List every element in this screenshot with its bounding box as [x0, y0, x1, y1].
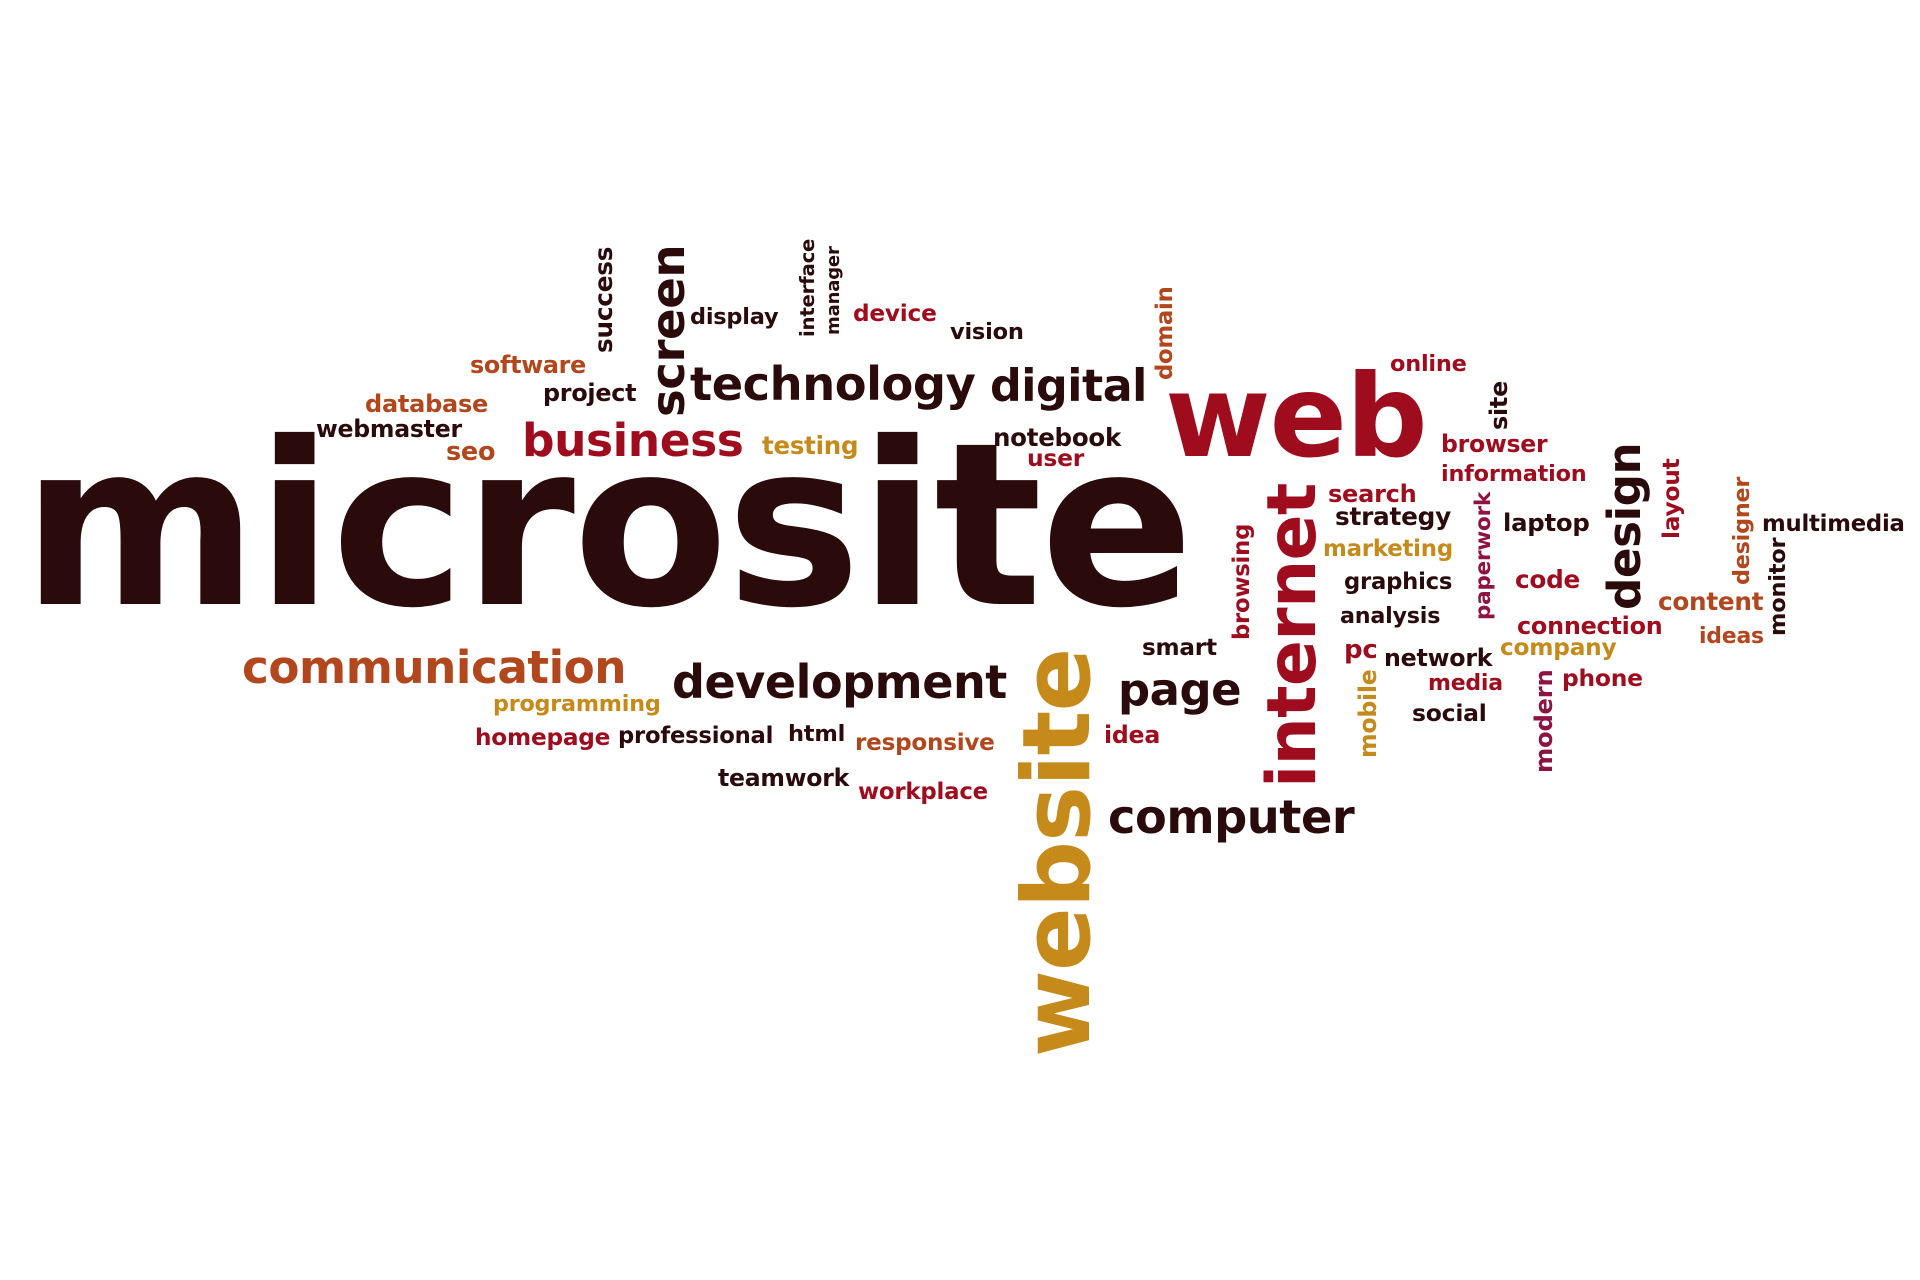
- word-technology: technology: [690, 356, 976, 411]
- word-company: company: [1500, 634, 1617, 662]
- word-software: software: [470, 351, 587, 380]
- word-digital: digital: [990, 360, 1147, 412]
- word-page: page: [1118, 662, 1242, 716]
- word-idea: idea: [1104, 721, 1161, 750]
- word-communication: communication: [242, 640, 627, 694]
- word-smart: smart: [1142, 635, 1217, 662]
- word-laptop: laptop: [1503, 507, 1590, 537]
- word-domain: domain: [1152, 286, 1179, 380]
- word-strategy: strategy: [1335, 501, 1451, 531]
- word-web: web: [1165, 350, 1428, 484]
- word-notebook: notebook: [993, 422, 1121, 452]
- word-html: html: [788, 720, 846, 747]
- word-online: online: [1390, 350, 1467, 377]
- word-professional: professional: [618, 722, 774, 749]
- word-monitor: monitor: [1764, 537, 1791, 636]
- word-workplace: workplace: [858, 778, 988, 805]
- word-teamwork: teamwork: [718, 764, 850, 793]
- word-database: database: [365, 389, 489, 418]
- word-media: media: [1428, 670, 1503, 696]
- word-browsing: browsing: [1228, 523, 1255, 640]
- word-modern: modern: [1529, 669, 1559, 773]
- word-device: device: [853, 300, 937, 328]
- word-development: development: [672, 654, 1007, 709]
- word-screen: screen: [641, 244, 696, 417]
- word-computer: computer: [1108, 789, 1355, 844]
- word-display: display: [690, 303, 779, 330]
- word-homepage: homepage: [475, 724, 611, 752]
- word-business: business: [522, 413, 744, 467]
- word-paperwork: paperwork: [1471, 491, 1497, 620]
- word-design: design: [1598, 442, 1652, 610]
- word-network: network: [1384, 644, 1493, 673]
- word-site: site: [1485, 380, 1514, 430]
- word-mobile: mobile: [1354, 669, 1383, 758]
- word-browser: browser: [1441, 430, 1548, 459]
- word-internet: internet: [1252, 483, 1332, 788]
- word-success: success: [588, 246, 618, 353]
- word-designer: designer: [1728, 476, 1755, 585]
- word-programming: programming: [493, 690, 661, 717]
- word-webmaster: webmaster: [316, 415, 462, 444]
- word-pc: pc: [1344, 635, 1378, 665]
- word-seo: seo: [446, 437, 496, 468]
- word-phone: phone: [1562, 664, 1643, 693]
- word-manager: manager: [823, 246, 845, 335]
- word-search: search: [1328, 479, 1417, 508]
- word-marketing: marketing: [1323, 535, 1453, 562]
- word-ideas: ideas: [1699, 624, 1764, 650]
- word-social: social: [1412, 699, 1487, 728]
- word-project: project: [543, 379, 637, 408]
- word-testing: testing: [762, 430, 859, 460]
- word-graphics: graphics: [1344, 568, 1453, 595]
- word-information: information: [1441, 460, 1587, 487]
- word-content: content: [1658, 586, 1764, 616]
- word-analysis: analysis: [1340, 602, 1441, 629]
- word-user: user: [1027, 444, 1085, 473]
- word-microsite: microsite: [22, 394, 1194, 658]
- word-responsive: responsive: [855, 730, 995, 757]
- word-interface: interface: [795, 238, 819, 337]
- word-website: website: [1003, 648, 1113, 1057]
- word-code: code: [1515, 564, 1580, 594]
- word-vision: vision: [950, 318, 1024, 345]
- word-layout: layout: [1658, 458, 1686, 539]
- word-multimedia: multimedia: [1762, 510, 1905, 537]
- word-connection: connection: [1517, 612, 1663, 641]
